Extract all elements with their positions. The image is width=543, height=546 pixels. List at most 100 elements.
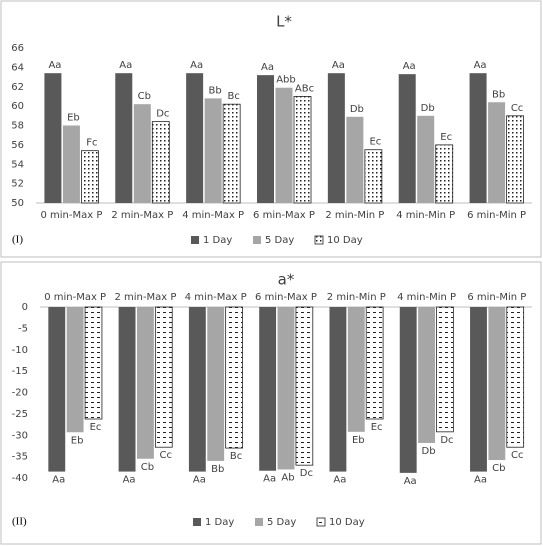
bar <box>115 73 133 203</box>
x-tick-label: 0 min-Max P <box>40 210 102 221</box>
y-tick-label: 54 <box>11 159 24 170</box>
bar <box>188 307 206 472</box>
bar <box>293 96 312 204</box>
bar-letter: Db <box>422 446 436 457</box>
bar <box>346 116 364 203</box>
bar-letter: Eb <box>67 113 80 124</box>
y-tick-label: -30 <box>12 430 28 441</box>
bar <box>399 307 417 473</box>
bar-letter: Aa <box>333 475 346 486</box>
x-tick-label: 6 min-Min P <box>467 292 526 303</box>
bar-letter: Dc <box>156 109 169 120</box>
x-tick-label: 6 min-Min P <box>467 210 526 221</box>
bar-letter: Bb <box>211 464 224 475</box>
bar <box>506 115 524 204</box>
bar <box>488 307 506 461</box>
bar <box>204 98 222 203</box>
legend-swatch <box>255 518 263 526</box>
legend-label: 1 Day <box>205 517 234 528</box>
legend-swatch <box>193 518 201 526</box>
bar-letter: Aa <box>403 61 416 72</box>
y-tick-label: -40 <box>12 473 28 484</box>
y-tick-label: 58 <box>11 121 24 132</box>
bar <box>48 307 66 472</box>
bar-letter: Aa <box>332 60 345 71</box>
bar-letter: Ab <box>281 472 294 483</box>
legend-label: 1 Day <box>203 235 232 246</box>
bar-letter: Bb <box>209 85 222 96</box>
bar <box>136 307 154 459</box>
legend-swatch <box>191 236 199 244</box>
bar-letter: Db <box>421 103 435 114</box>
y-tick-label: 56 <box>11 140 24 151</box>
bar-letter: Aa <box>123 475 136 486</box>
y-tick-label: -15 <box>12 366 28 377</box>
panel-border <box>0 261 542 545</box>
bar-letter: Ec <box>369 137 381 148</box>
bar <box>225 306 243 449</box>
x-tick-label: 0 min-Max P <box>44 292 106 303</box>
bar-letter: Bb <box>492 89 505 100</box>
y-tick-label: -20 <box>12 388 28 399</box>
bar-letter: Bc <box>230 451 242 462</box>
x-tick-label: 2 min-Max P <box>111 210 173 221</box>
bar-letter: Abb <box>276 75 296 86</box>
bar <box>44 73 62 203</box>
panel-label: (I) <box>12 234 23 246</box>
legend-label: 10 Day <box>329 517 365 528</box>
x-tick-label: 6 min-Max P <box>255 292 317 303</box>
panel-label: (II) <box>12 516 27 528</box>
legend-label: 10 Day <box>327 235 363 246</box>
bar <box>151 121 170 204</box>
y-tick-label: -10 <box>12 345 28 356</box>
chart-title: L* <box>276 13 292 31</box>
y-tick-label: 62 <box>11 82 24 93</box>
legend-swatch <box>316 517 326 527</box>
y-tick-label: -35 <box>12 452 28 463</box>
bar <box>81 150 99 204</box>
bar-letter: Cc <box>160 450 172 461</box>
bar-letter: Aa <box>474 475 487 486</box>
bar <box>327 73 345 203</box>
bar-letter: Ec <box>371 422 383 433</box>
x-tick-label: 2 min-Min P <box>325 210 384 221</box>
legend-swatch <box>314 235 324 245</box>
bar-letter: Cb <box>492 463 505 474</box>
bar-letter: Aa <box>404 476 417 487</box>
bar <box>470 307 487 472</box>
x-tick-label: 2 min-Min P <box>327 292 386 303</box>
bar <box>118 307 136 472</box>
y-tick-label: 0 <box>22 302 28 313</box>
y-tick-label: -5 <box>18 323 28 334</box>
y-tick-label: 60 <box>11 101 24 112</box>
x-tick-label: 4 min-Min P <box>397 292 456 303</box>
bar-letter: Aa <box>193 475 206 486</box>
bar <box>506 306 525 448</box>
bar <box>222 103 241 204</box>
legend-label: 5 Day <box>267 517 296 528</box>
x-tick-label: 4 min-Max P <box>185 292 247 303</box>
bar-letter: Db <box>350 104 364 115</box>
bar-letter: Bc <box>227 91 239 102</box>
bar <box>418 307 436 443</box>
y-tick-label: 66 <box>11 43 24 54</box>
bar-letter: Aa <box>474 60 487 71</box>
bar-letter: Aa <box>48 60 61 71</box>
bar-letter: Dc <box>440 435 453 446</box>
bar <box>277 307 295 470</box>
bar <box>259 307 277 471</box>
bar <box>66 307 84 433</box>
bar <box>469 73 487 203</box>
bar <box>329 307 347 472</box>
bar-letter: Aa <box>52 475 65 486</box>
bar <box>364 149 383 204</box>
bar <box>256 75 274 203</box>
bar <box>295 306 314 466</box>
bar-letter: Cc <box>511 450 523 461</box>
bar-letter: Aa <box>190 60 203 71</box>
bar-letter: Aa <box>119 60 132 71</box>
bar <box>398 74 416 203</box>
x-tick-label: 6 min-Max P <box>253 210 315 221</box>
bar-letter: Eb <box>352 435 365 446</box>
